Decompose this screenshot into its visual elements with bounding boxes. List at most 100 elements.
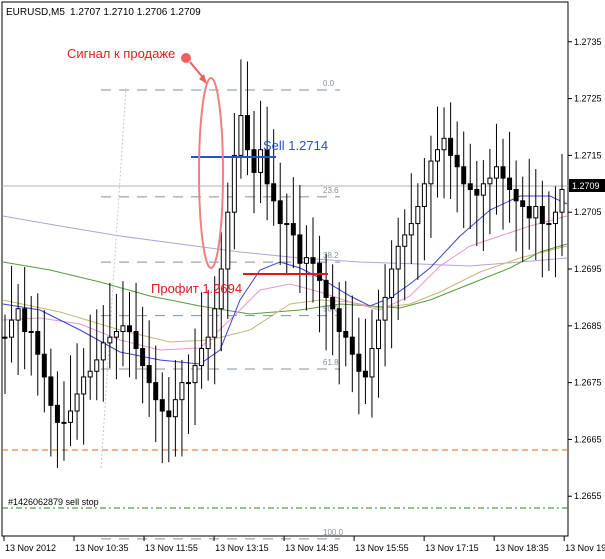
price-tick-label: 1.2705 [574,207,602,217]
price-tick-label: 1.2735 [574,37,602,47]
candle-body [324,280,328,297]
candle-body [534,207,538,218]
candle-body [357,354,361,371]
candle-body [416,207,420,224]
candle-body [390,269,394,297]
candle-body [265,150,269,184]
candle-body [429,161,433,184]
candle-body [206,337,210,348]
candle-body [291,224,295,235]
chart-ohlc: 1.2707 1.2710 1.2706 1.2709 [70,7,201,18]
candle-body [69,411,73,422]
price-axis: 1.2735 1.2725 1.2715 1.2705 1.2695 1.2685 1.26… [568,37,602,501]
candle-body [272,184,276,201]
price-tick-label: 1.2665 [574,434,602,444]
candle-body [154,383,158,400]
candle-body [147,366,151,383]
candle-body [101,343,105,360]
plot-area[interactable] [2,2,568,536]
candle-body [252,150,256,173]
candle-body [508,178,512,189]
price-tick-label: 1.2675 [574,378,602,388]
signal-dot [181,53,191,63]
candle-body [377,320,381,348]
candle-body [121,326,125,332]
candle-body [344,331,348,337]
candle-body [304,258,308,264]
candle-body [435,150,439,161]
candle-body [488,178,492,184]
candle-body [514,189,518,200]
candle-body [468,184,472,190]
candle-body [396,246,400,269]
candle-body [501,167,505,178]
candle-body [82,377,86,394]
candle-body [95,360,99,371]
candle-body [75,394,79,411]
sell-signal-label: Сигнал к продаже [67,46,175,61]
candle-body [494,167,498,178]
candle-body [422,184,426,207]
candle-body [318,263,322,280]
candle-body [232,155,236,212]
candle-body [213,309,217,337]
candle-body [108,337,112,343]
time-tick-label: 13 Nov 11:55 [145,543,198,553]
order-label: #1426062879 sell stop [8,497,99,507]
candle-body [259,150,263,173]
candle-body [383,297,387,320]
candle-body [442,138,446,149]
candle-body [3,337,7,338]
candle-body [160,400,164,411]
candle-body [193,366,197,383]
time-tick-label: 13 Nov 15:55 [355,543,409,553]
time-tick-label: 13 Nov 17:15 [425,543,479,553]
candle-body [49,377,53,405]
candle-body [239,116,243,156]
candle-body [481,184,485,195]
time-tick-label: 13 Nov 18:35 [495,543,549,553]
candle-body [226,212,230,269]
candle-body [114,331,118,337]
candle-body [547,224,551,225]
candle-body [521,201,525,207]
candle-body [29,331,33,332]
candle-body [540,207,544,224]
candle-body [560,189,564,212]
fib-level-label: 100.0 [323,528,344,537]
candle-body [403,235,407,246]
time-tick-label: 13 Nov 13:15 [215,543,269,553]
candle-body [16,309,20,320]
price-tick-label: 1.2725 [574,94,602,104]
candle-body [55,405,59,422]
price-tick-label: 1.2655 [574,491,602,501]
fib-level-label: 38.2 [323,251,339,260]
candle-body [173,400,177,417]
candle-body [455,155,459,166]
candle-body [10,320,14,337]
candle-body [331,297,335,308]
candle-body [370,349,374,377]
candle-body [141,349,145,366]
time-tick-label: 13 Nov 2012 [5,543,56,553]
profit-level-label: Профит 1.2694 [151,281,242,296]
time-tick-label: 13 Nov 10:35 [75,543,129,553]
fib-level-label: 23.6 [323,186,339,195]
fib-level-label: 0.0 [323,79,335,88]
candle-body [475,189,479,195]
candle-body [462,167,466,184]
price-tick-label: 1.2715 [574,150,602,160]
price-tick-label: 1.2695 [574,264,602,274]
candle-body [337,309,341,332]
candle-body [527,207,531,218]
candle-body [36,331,40,354]
candle-body [350,337,354,354]
candle-body [363,371,367,377]
candle-body [167,411,171,417]
chart-symbol: EURUSD,M5 [6,7,65,18]
candle-body [88,371,92,377]
candle-body [298,235,302,263]
sell-level-label: Sell 1.2714 [263,138,328,153]
